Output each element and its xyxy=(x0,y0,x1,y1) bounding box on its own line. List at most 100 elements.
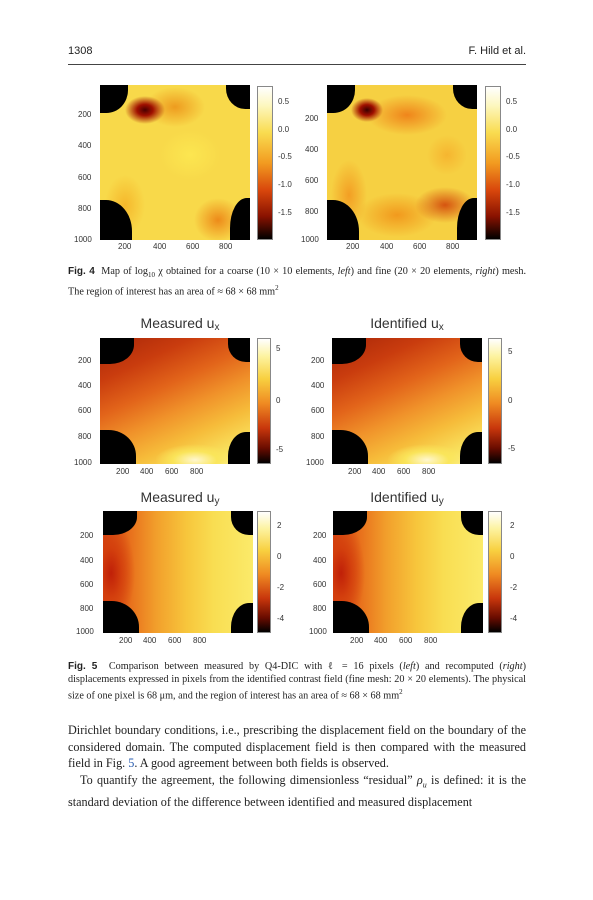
fig5-title-measured-uy: Measured uy xyxy=(140,489,220,507)
fig5-muy-y-tick: 800 xyxy=(80,604,94,613)
fig5-muy-y-tick: 400 xyxy=(80,556,94,565)
fig5-iuy-corner-tr xyxy=(461,511,483,535)
fig5-uy-left-cb-tick: -4 xyxy=(277,614,285,623)
fig4-right-corner-br xyxy=(457,198,477,240)
fig4-left-cb-tick: -1.0 xyxy=(278,180,292,189)
caption-text: 20 elements). The physical size of one p… xyxy=(68,674,526,702)
caption-text: ) and fine (20 × 20 elements, xyxy=(350,266,473,277)
fig5-muy-corner-tl xyxy=(103,511,137,535)
figure-5-link[interactable]: 5 xyxy=(128,756,135,770)
rho-symbol: ρ xyxy=(416,773,423,787)
fig5-muy-x-tick: 200 xyxy=(119,636,133,645)
fig5-iuy-y-tick: 200 xyxy=(313,531,327,540)
caption-text: ) and recomputed xyxy=(415,661,494,672)
fig5-caption: Fig. 5 Comparison between measured by Q4… xyxy=(68,661,526,702)
fig5-uy-left-cb-tick: -2 xyxy=(277,583,285,592)
fig4-right-y-tick: 400 xyxy=(305,145,319,154)
fig5-iuy-y-tick: 800 xyxy=(313,604,327,613)
fig5-iux-x-tick: 600 xyxy=(397,467,411,476)
fig5-identified-ux-map xyxy=(332,338,482,464)
body-text: is defined: it is the standard deviation… xyxy=(68,773,526,809)
fig5-muy-x-tick: 800 xyxy=(193,636,207,645)
fig5-mux-y-tick: 800 xyxy=(78,432,92,441)
body-text: To quantify the agreement, the following… xyxy=(80,773,417,787)
fig5-mux-y-tick: 400 xyxy=(78,381,92,390)
fig4-left-corner-tr xyxy=(226,85,250,109)
fig5-iuy-y-tick: 600 xyxy=(313,580,327,589)
fig5-iuy-y-tick: 1000 xyxy=(309,627,327,636)
fig5-muy-corner-br xyxy=(231,603,253,633)
caption-sup: 2 xyxy=(399,688,403,696)
caption-sup: 2 xyxy=(275,284,279,293)
caption-text: ) displacements expressed in pixels from… xyxy=(68,661,526,685)
fig5-iux-y-tick: 400 xyxy=(311,381,325,390)
fig4-left-y-tick: 200 xyxy=(78,110,92,119)
fig5-mux-corner-br xyxy=(228,432,250,464)
fig4-left-colorbar xyxy=(257,86,273,240)
fig5-uy-left-cb-tick: 0 xyxy=(277,552,282,561)
body-text: . A good agreement between both fields i… xyxy=(134,756,389,770)
fig5-ux-right-cb-tick: -5 xyxy=(508,444,516,453)
fig5-mux-y-tick: 600 xyxy=(78,406,92,415)
fig4-left-corner-tl xyxy=(100,85,128,113)
fig4-left-corner-br xyxy=(230,198,250,240)
running-head-authors: F. Hild et al. xyxy=(468,45,526,57)
fig4-right-x-tick: 200 xyxy=(346,242,360,251)
fig5-title-identified-uy: Identified uy xyxy=(370,489,444,507)
fig5-measured-uy-map xyxy=(103,511,253,633)
fig5-mux-y-tick: 1000 xyxy=(74,458,92,467)
fig4-left-map xyxy=(100,85,250,240)
fig5-iuy-corner-br xyxy=(461,603,483,633)
fig4-caption-label: Fig. 4 xyxy=(68,266,95,277)
fig5-uy-left-colorbar xyxy=(257,511,271,633)
fig4-left-cb-tick: -1.5 xyxy=(278,208,292,217)
fig5-iux-corner-bl xyxy=(332,430,368,464)
fig4-right-y-tick: 600 xyxy=(305,176,319,185)
fig5-iux-y-tick: 1000 xyxy=(306,458,324,467)
fig5-muy-x-tick: 600 xyxy=(168,636,182,645)
fig5-mux-y-tick: 200 xyxy=(78,356,92,365)
caption-text: Comparison between measured by Q4-DIC wi… xyxy=(108,661,403,672)
fig5-mux-x-tick: 800 xyxy=(190,467,204,476)
caption-italic: right xyxy=(502,661,523,672)
fig5-iux-x-tick: 200 xyxy=(348,467,362,476)
fig5-ux-right-cb-tick: 5 xyxy=(508,347,513,356)
fig4-left-y-tick: 800 xyxy=(78,204,92,213)
fig4-right-corner-tl xyxy=(327,85,355,113)
caption-italic: left xyxy=(402,661,416,672)
fig4-left-cb-tick: -0.5 xyxy=(278,152,292,161)
page-number: 1308 xyxy=(68,45,93,57)
caption-italic: left xyxy=(337,266,351,277)
fig5-iuy-x-tick: 600 xyxy=(399,636,413,645)
fig5-mux-corner-bl xyxy=(100,430,136,464)
fig4-right-cb-tick: 0.5 xyxy=(506,97,518,106)
fig4-right-x-tick: 600 xyxy=(413,242,427,251)
fig5-iux-corner-tr xyxy=(460,338,482,362)
fig5-mux-x-tick: 400 xyxy=(140,467,154,476)
fig5-iux-y-tick: 800 xyxy=(311,432,325,441)
fig4-left-y-tick: 600 xyxy=(78,173,92,182)
caption-text: ≈ 68 × 68 mm xyxy=(341,690,400,702)
caption-italic: right xyxy=(475,266,496,277)
fig4-left-x-tick: 200 xyxy=(118,242,132,251)
fig5-muy-x-tick: 400 xyxy=(143,636,157,645)
fig4-right-corner-bl xyxy=(327,200,359,240)
fig5-iux-x-tick: 400 xyxy=(372,467,386,476)
fig5-muy-y-tick: 600 xyxy=(80,580,94,589)
fig5-ux-right-cb-tick: 0 xyxy=(508,396,513,405)
caption-sub: 10 xyxy=(147,271,155,280)
body-text: Dirichlet boundary conditions, i.e., pre… xyxy=(68,723,526,770)
fig4-right-y-tick: 800 xyxy=(305,207,319,216)
fig5-iuy-x-tick: 400 xyxy=(374,636,388,645)
fig4-right-cb-tick: -1.0 xyxy=(506,180,520,189)
fig4-left-cb-tick: 0.0 xyxy=(278,125,290,134)
fig5-ux-left-cb-tick: 0 xyxy=(276,396,281,405)
fig4-left-x-tick: 600 xyxy=(186,242,200,251)
fig4-right-x-tick: 800 xyxy=(446,242,460,251)
fig5-identified-uy-map xyxy=(333,511,483,633)
header-rule xyxy=(68,64,526,65)
fig5-iuy-x-tick: 200 xyxy=(350,636,364,645)
fig5-ux-left-cb-tick: -5 xyxy=(276,445,284,454)
fig5-iuy-y-tick: 400 xyxy=(313,556,327,565)
fig5-iuy-corner-tl xyxy=(333,511,367,535)
